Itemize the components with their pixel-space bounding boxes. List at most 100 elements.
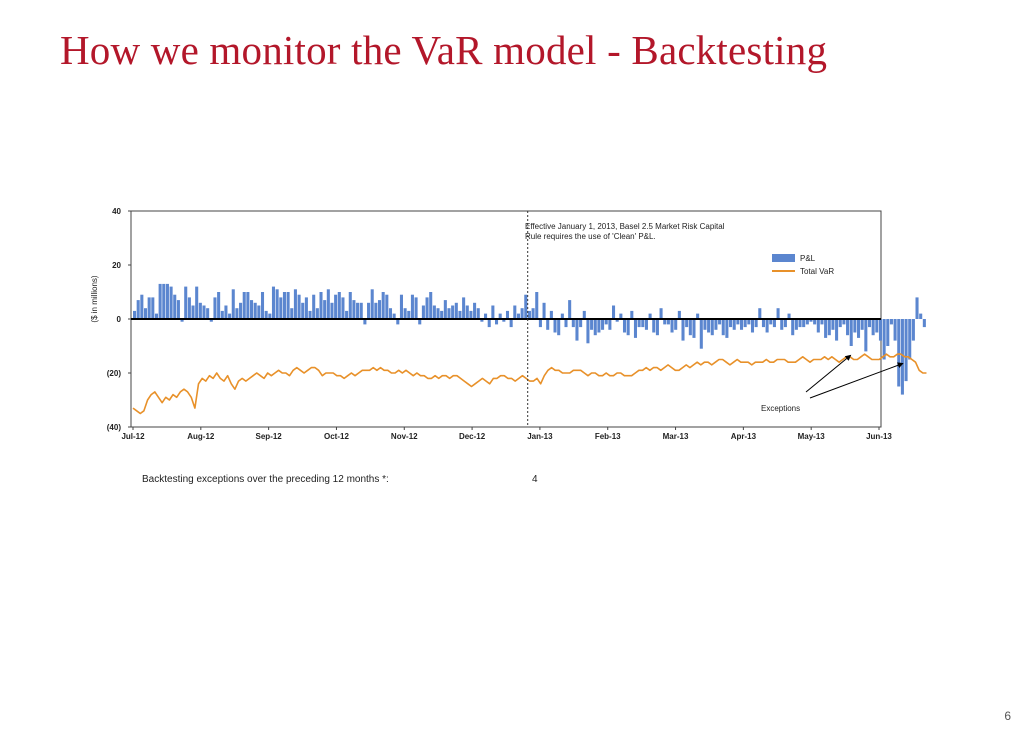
pnl-bar: [279, 297, 283, 319]
pnl-bar: [739, 319, 744, 330]
pnl-bar: [743, 319, 747, 328]
pnl-bar: [359, 302, 363, 319]
pnl-bar: [432, 305, 436, 319]
pnl-bar: [685, 319, 689, 328]
exceptions-label: Exceptions: [761, 404, 800, 413]
pnl-bar: [816, 319, 820, 333]
basel-annotation-line-2: Rule requires the use of 'Clean' P&L.: [525, 232, 656, 241]
pnl-bar: [133, 310, 137, 319]
pnl-bar: [590, 319, 594, 330]
pnl-bar: [403, 308, 407, 319]
pnl-bar: [838, 319, 842, 328]
pnl-bar: [546, 319, 550, 330]
x-tick-label: Feb-13: [595, 432, 621, 441]
pnl-bar: [290, 308, 294, 319]
pnl-bar: [315, 308, 319, 319]
pnl-bar: [615, 319, 619, 322]
pnl-bar: [293, 289, 297, 319]
pnl-bar: [239, 302, 243, 319]
pnl-bar: [666, 319, 670, 325]
pnl-bar: [195, 286, 199, 319]
pnl-bar: [414, 297, 418, 319]
pnl-bar: [396, 319, 400, 325]
pnl-bar: [725, 319, 729, 338]
pnl-bar: [867, 319, 872, 328]
pnl-bar: [783, 319, 787, 328]
pnl-bar: [922, 319, 926, 328]
pnl-bar: [670, 319, 674, 333]
pnl-bar: [484, 313, 488, 319]
pnl-bar: [297, 294, 301, 319]
backtesting-footnote-label: Backtesting exceptions over the precedin…: [142, 474, 389, 485]
pnl-bar: [608, 319, 612, 330]
pnl-bar: [721, 319, 725, 336]
pnl-bar: [158, 283, 162, 319]
pnl-bar: [900, 319, 904, 395]
pnl-bar: [692, 319, 696, 338]
pnl-bar: [655, 319, 659, 336]
pnl-bar: [612, 305, 616, 319]
pnl-bar: [524, 294, 528, 319]
pnl-bar: [502, 319, 506, 322]
pnl-bar: [707, 319, 711, 333]
pnl-bar: [436, 308, 440, 319]
pnl-bar: [275, 289, 279, 319]
pnl-bar: [454, 302, 458, 319]
pnl-bar: [473, 302, 477, 319]
x-tick-label: May-13: [798, 432, 826, 441]
pnl-bar: [835, 319, 839, 341]
pnl-bar: [140, 294, 144, 319]
y-tick-label: (20): [107, 369, 122, 378]
pnl-bar: [334, 294, 338, 319]
pnl-bar: [476, 308, 480, 319]
pnl-bar: [582, 310, 586, 319]
pnl-bar: [286, 292, 290, 319]
pnl-bar: [853, 319, 857, 333]
pnl-bar: [319, 292, 323, 319]
pnl-bar: [703, 319, 707, 330]
pnl-bar: [860, 319, 864, 330]
pnl-bar: [271, 286, 276, 319]
pnl-bar: [341, 297, 345, 319]
pnl-bar: [531, 308, 535, 319]
pnl-bar: [352, 300, 356, 319]
pnl-bar: [151, 297, 155, 319]
pnl-bar: [813, 319, 817, 325]
pnl-bar: [809, 319, 813, 322]
legend-pnl-swatch: [772, 254, 795, 262]
total-var-line: [132, 353, 927, 415]
pnl-bar: [644, 319, 648, 330]
pnl-bar: [509, 319, 513, 328]
x-axis-ticks: Jul-12 Aug-12 Sep-12 Oct-12 Nov-12 Dec-12 Jan-…: [121, 427, 892, 441]
pnl-bar: [897, 319, 901, 387]
pnl-bar: [791, 319, 795, 336]
pnl-bar: [568, 300, 572, 319]
pnl-bar: [758, 308, 762, 319]
x-tick-label: Mar-13: [663, 432, 689, 441]
pnl-bar: [586, 319, 590, 344]
pnl-bars: [133, 283, 926, 395]
pnl-bar: [889, 319, 893, 325]
pnl-bar: [147, 297, 151, 319]
pnl-bar: [469, 310, 473, 319]
pnl-bar: [736, 319, 740, 325]
pnl-bar: [202, 305, 206, 319]
pnl-bar: [326, 289, 330, 319]
pnl-bar: [418, 319, 422, 325]
pnl-bar: [136, 300, 140, 319]
pnl-bar: [637, 319, 641, 328]
pnl-bar: [919, 313, 923, 319]
pnl-bar: [571, 319, 575, 328]
x-tick-label: Oct-12: [324, 432, 349, 441]
legend-pnl-label: P&L: [800, 254, 816, 263]
pnl-bar: [911, 319, 915, 341]
pnl-bar: [557, 319, 561, 336]
pnl-bar: [363, 319, 367, 325]
pnl-bar: [732, 319, 736, 330]
pnl-bar: [579, 319, 583, 328]
pnl-bar: [228, 313, 232, 319]
x-tick-label: Nov-12: [391, 432, 418, 441]
pnl-bar: [421, 305, 425, 319]
pnl-bar: [761, 319, 765, 328]
pnl-bar: [301, 302, 305, 319]
